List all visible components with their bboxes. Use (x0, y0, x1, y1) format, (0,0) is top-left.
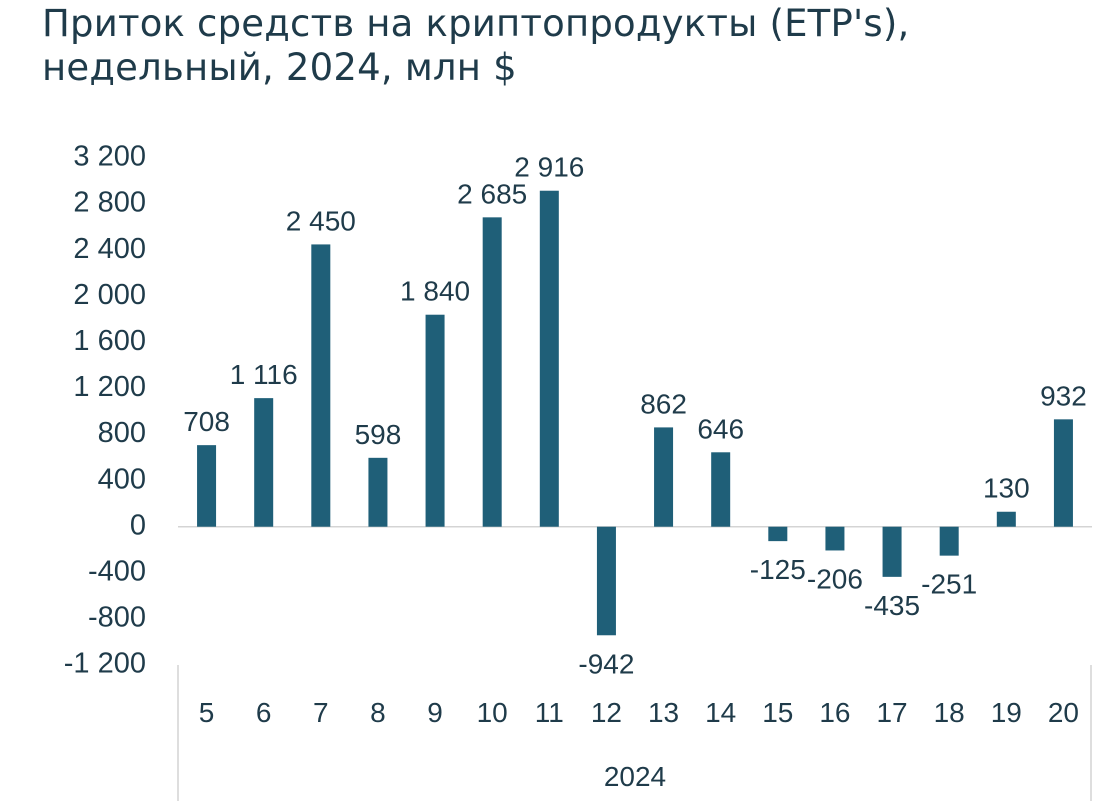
bar (882, 526, 902, 577)
y-tick-label: 1 200 (73, 371, 146, 403)
data-label: 932 (1040, 380, 1087, 411)
bar (711, 452, 731, 527)
x-tick-label: 17 (876, 697, 907, 728)
data-label: 2 916 (514, 152, 584, 183)
data-label: -435 (864, 590, 920, 621)
chart-title-line-1: Приток средств на криптопродукты (ETP's)… (42, 2, 910, 45)
bar (939, 526, 959, 556)
x-tick-label: 18 (934, 697, 965, 728)
data-label: 1 840 (400, 276, 470, 307)
y-tick-label: -800 (88, 602, 146, 634)
x-tick-label: 16 (819, 697, 850, 728)
y-tick-label: 2 000 (73, 279, 146, 311)
y-tick-label: -400 (88, 555, 146, 587)
x-tick-label: 11 (535, 697, 564, 728)
bar (825, 526, 845, 551)
y-tick-label: 1 600 (73, 325, 146, 357)
x-tick-label: 15 (762, 697, 793, 728)
y-tick-label: 3 200 (73, 141, 146, 173)
x-tick-label: 10 (477, 697, 508, 728)
bar (197, 445, 217, 527)
y-tick-label: -1 200 (64, 648, 146, 680)
data-label: 2 450 (286, 205, 356, 236)
data-label: 646 (697, 413, 744, 444)
x-tick-label: 8 (370, 697, 386, 728)
bar (254, 398, 274, 527)
data-label: 130 (983, 473, 1030, 504)
x-tick-label: 20 (1048, 697, 1079, 728)
data-label: 2 685 (457, 178, 527, 209)
data-label: 1 116 (230, 359, 298, 390)
bar (596, 526, 616, 636)
data-label: 862 (640, 388, 687, 419)
x-tick-label: 12 (591, 697, 622, 728)
y-tick-label: 2 400 (73, 233, 146, 265)
x-tick-label: 14 (705, 697, 736, 728)
data-label: -206 (807, 563, 863, 594)
bar (654, 427, 674, 527)
bar (425, 314, 445, 527)
data-label: -125 (750, 554, 806, 585)
x-tick-label: 13 (648, 697, 679, 728)
bar (482, 217, 502, 527)
x-tick-label: 7 (313, 697, 329, 728)
chart-title-line-2: недельный, 2024, млн $ (42, 46, 517, 89)
y-tick-label: 800 (98, 417, 146, 449)
x-tick-label: 9 (427, 697, 443, 728)
x-group-label: 2024 (604, 761, 666, 792)
bar (539, 190, 559, 527)
x-tick-label: 5 (199, 697, 215, 728)
y-tick-label: 400 (98, 463, 146, 495)
bar (311, 244, 331, 527)
bar (1053, 419, 1073, 527)
bar (996, 511, 1016, 527)
x-tick-label: 6 (256, 697, 272, 728)
data-label: -942 (578, 648, 634, 679)
data-label: 708 (183, 406, 230, 437)
bar (768, 526, 788, 542)
chart-title: Приток средств на криптопродукты (ETP's)… (42, 2, 1082, 90)
x-tick-label: 19 (991, 697, 1022, 728)
bar (368, 457, 388, 527)
y-tick-label: 0 (130, 509, 146, 541)
data-label: -251 (921, 569, 977, 600)
y-tick-label: 2 800 (73, 187, 146, 219)
data-label: 598 (355, 419, 402, 450)
